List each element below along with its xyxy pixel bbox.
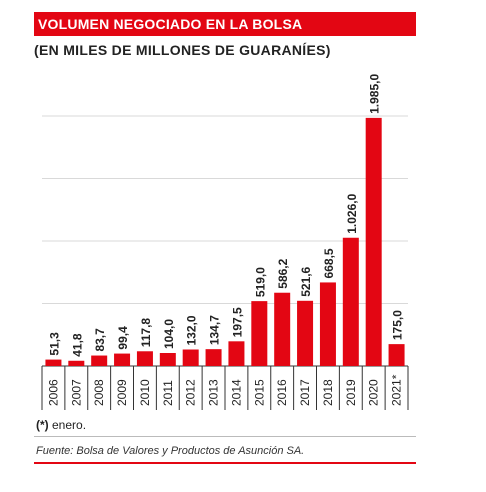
bar-2020 bbox=[365, 117, 382, 366]
data-label: 197,5 bbox=[230, 307, 244, 337]
x-tick-label: 2008 bbox=[92, 379, 106, 406]
data-label: 134,7 bbox=[208, 315, 222, 345]
bar-2010 bbox=[136, 351, 153, 366]
bar-2012 bbox=[182, 349, 199, 366]
bar-2011 bbox=[159, 353, 176, 366]
x-tick-label: 2012 bbox=[184, 379, 198, 406]
x-tick-label: 2020 bbox=[367, 379, 381, 406]
source-note: Fuente: Bolsa de Valores y Productos de … bbox=[36, 445, 305, 457]
bar-2007 bbox=[68, 360, 85, 366]
data-label: 132,0 bbox=[185, 315, 199, 345]
data-label: 519,0 bbox=[253, 267, 267, 297]
footnote-text: enero. bbox=[48, 418, 87, 432]
data-label: 117,8 bbox=[139, 318, 153, 348]
bottom-divider bbox=[34, 462, 416, 464]
bar-2021 bbox=[388, 344, 405, 366]
x-tick-label: 2015 bbox=[252, 379, 266, 406]
chart-subtitle: (EN MILES DE MILLONES DE GUARANÍES) bbox=[34, 42, 331, 58]
title-band: VOLUMEN NEGOCIADO EN LA BOLSA bbox=[34, 12, 416, 36]
bar-2017 bbox=[297, 300, 314, 366]
bar-2006 bbox=[45, 359, 62, 366]
x-tick-label: 2018 bbox=[321, 379, 335, 406]
x-tick-label: 2021* bbox=[390, 374, 404, 406]
data-label: 41,8 bbox=[70, 333, 84, 357]
bar-2018 bbox=[319, 282, 336, 366]
data-label: 104,0 bbox=[162, 319, 176, 349]
bar-2014 bbox=[228, 341, 245, 366]
data-label: 99,4 bbox=[116, 326, 130, 350]
footnote-marker: (*) bbox=[36, 418, 49, 432]
x-tick-label: 2013 bbox=[207, 379, 221, 406]
x-tick-label: 2010 bbox=[138, 379, 152, 406]
data-label: 83,7 bbox=[93, 328, 107, 352]
data-label: 1.985,0 bbox=[368, 74, 382, 114]
bar-2016 bbox=[274, 292, 291, 366]
data-label: 668,5 bbox=[322, 248, 336, 278]
footnote: (*) enero. bbox=[36, 418, 86, 432]
x-tick-label: 2016 bbox=[275, 379, 289, 406]
x-tick-label: 2011 bbox=[161, 380, 175, 406]
chart-title: VOLUMEN NEGOCIADO EN LA BOLSA bbox=[38, 16, 303, 32]
data-label: 521,6 bbox=[299, 266, 313, 296]
x-tick-label: 2019 bbox=[344, 379, 358, 406]
data-label: 1.026,0 bbox=[345, 193, 359, 233]
data-label: 586,2 bbox=[276, 258, 290, 288]
data-label: 51,3 bbox=[47, 332, 61, 356]
bar-2009 bbox=[114, 353, 131, 366]
x-tick-label: 2017 bbox=[298, 379, 312, 406]
bar-2008 bbox=[91, 355, 108, 366]
divider bbox=[34, 436, 416, 437]
x-tick-label: 2009 bbox=[115, 379, 129, 406]
bar-2015 bbox=[251, 301, 268, 366]
data-label: 175,0 bbox=[391, 310, 405, 340]
x-tick-label: 2007 bbox=[69, 379, 83, 406]
bar-2019 bbox=[342, 237, 359, 366]
bar-2013 bbox=[205, 349, 222, 366]
x-tick-label: 2014 bbox=[229, 379, 243, 406]
x-tick-label: 2006 bbox=[46, 379, 60, 406]
